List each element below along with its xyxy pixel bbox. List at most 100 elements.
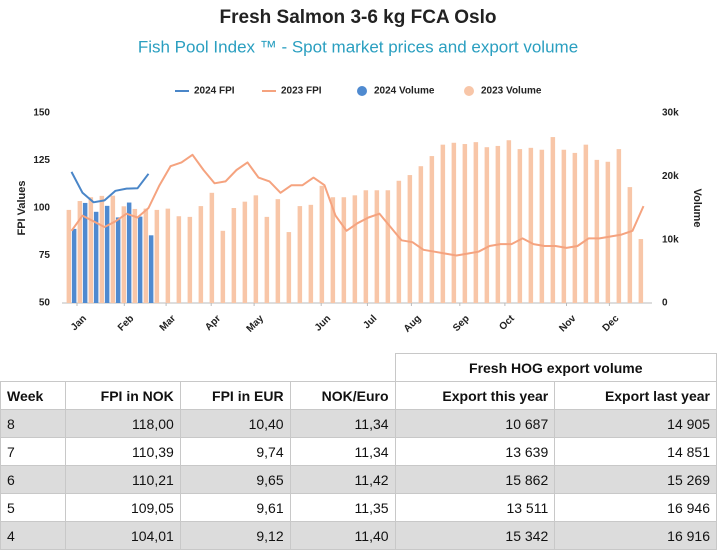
bar (275, 199, 281, 303)
bar (198, 206, 204, 303)
x-tick-label: Apr (203, 313, 223, 333)
chart: Fresh Salmon 3-6 kg FCA Oslo Fish Pool I… (16, 7, 703, 335)
table-cell: 13 511 (394, 493, 556, 522)
x-tick-label: Aug (402, 313, 424, 335)
price-table: Fresh HOG export volume Week FPI in NOK FP… (0, 353, 717, 550)
legend-label: 2024 Volume (374, 86, 435, 97)
table-body: 8 118,00 10,40 11,34 10 687 14 905 7 110,39 9,74… (0, 409, 717, 550)
chart-subtitle: Fish Pool Index ™ - Spot market prices a… (138, 37, 578, 56)
table-cell: 11,42 (289, 465, 396, 494)
x-tick-label: Jun (313, 313, 333, 333)
bar (77, 201, 83, 303)
table-cell: 9,65 (179, 465, 291, 494)
table-cell: 11,40 (289, 521, 396, 550)
bar (429, 156, 435, 303)
table-cell: 110,39 (64, 437, 181, 466)
bar (242, 201, 248, 303)
legend-swatch (464, 86, 474, 96)
bar (616, 149, 622, 303)
table-cell: 13 639 (394, 437, 556, 466)
bar (297, 206, 303, 303)
bar (132, 208, 138, 303)
x-tick-label: Dec (601, 313, 622, 334)
column-header: Export this year (394, 381, 556, 410)
legend-label: 2023 Volume (481, 86, 542, 97)
bar (231, 208, 237, 303)
table-cell: 109,05 (64, 493, 181, 522)
bar (352, 195, 358, 303)
x-tick-label: Sep (451, 313, 472, 334)
y-axis-title: FPI Values (16, 180, 28, 235)
bar (572, 152, 578, 303)
y-tick-label: 125 (33, 155, 50, 166)
column-header: NOK/Euro (289, 381, 396, 410)
table-cell: 14 905 (554, 409, 717, 438)
column-header: FPI in EUR (179, 381, 291, 410)
table-cell: 4 (0, 521, 66, 550)
table-cell: 9,61 (179, 493, 291, 522)
column-header: Week (0, 381, 66, 410)
bar (539, 149, 545, 303)
group-header-row: Fresh HOG export volume (1, 353, 717, 382)
bar (506, 140, 512, 303)
table-cell: 9,74 (179, 437, 291, 466)
bar (451, 142, 457, 303)
legend-swatch (357, 86, 367, 96)
bar (99, 195, 105, 303)
legend-label: 2023 FPI (281, 86, 322, 97)
bar (561, 149, 567, 303)
bar (104, 205, 110, 303)
bar (583, 144, 589, 303)
x-tick-label: May (245, 313, 267, 335)
table-cell: 6 (0, 465, 66, 494)
x-tick-label: Nov (557, 313, 578, 334)
y2-axis-title: Volume (691, 189, 703, 228)
table-cell: 9,12 (179, 521, 291, 550)
bar (462, 144, 468, 303)
bar (484, 147, 490, 303)
column-header: Export last year (554, 381, 717, 410)
bar (121, 206, 127, 303)
chart-title: Fresh Salmon 3-6 kg FCA Oslo (220, 7, 497, 28)
y2-tick-label: 30k (662, 108, 679, 119)
bar (143, 208, 149, 303)
bar (137, 216, 143, 303)
legend-label: 2024 FPI (194, 86, 235, 97)
table-cell: 11,34 (289, 409, 396, 438)
bar (165, 208, 171, 303)
bar (495, 145, 501, 303)
bar (330, 197, 336, 303)
bar (115, 217, 121, 303)
table-cell: 11,35 (289, 493, 396, 522)
line (70, 171, 150, 204)
y2-tick-label: 0 (662, 298, 668, 309)
table-cell: 15 342 (394, 521, 556, 550)
bar (473, 142, 479, 303)
bar (440, 144, 446, 303)
y2-tick-label: 20k (662, 171, 679, 182)
bar (110, 195, 116, 303)
x-tick-label: Feb (116, 313, 136, 333)
bar (220, 230, 226, 303)
bar (148, 235, 154, 303)
y2-tick-label: 10k (662, 234, 679, 245)
bar (308, 204, 314, 303)
y-tick-label: 150 (33, 108, 50, 119)
bar (638, 239, 644, 303)
bar (71, 228, 77, 303)
bar (264, 216, 270, 303)
x-tick-label: Oct (497, 313, 517, 333)
spacer (1, 354, 396, 382)
table-row: 4 104,01 9,12 11,40 15 342 16 916 (0, 521, 717, 550)
table-cell: 110,21 (64, 465, 181, 494)
y-tick-label: 75 (39, 250, 51, 261)
bar (594, 159, 600, 303)
bar (82, 202, 88, 303)
table-cell: 11,34 (289, 437, 396, 466)
bar (627, 187, 633, 303)
bar (176, 216, 182, 303)
table-cell: 118,00 (64, 409, 181, 438)
table-cell: 8 (0, 409, 66, 438)
bar (363, 190, 369, 303)
